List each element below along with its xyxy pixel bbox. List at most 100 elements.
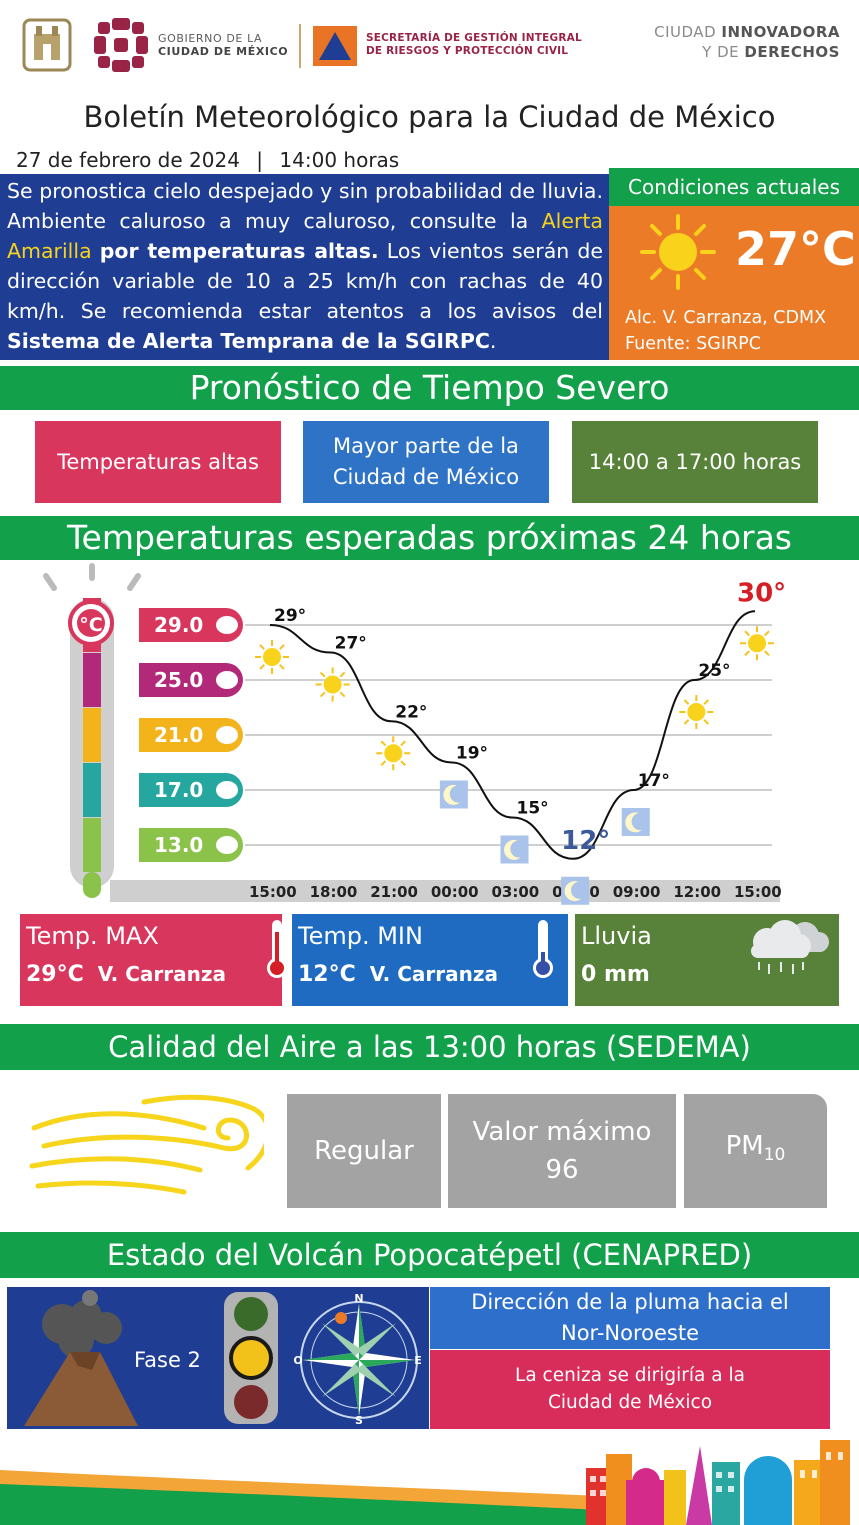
temperature-point-label: 17°: [638, 771, 670, 791]
sun-icon: [255, 640, 289, 674]
temp-min-place: V. Carranza: [369, 962, 498, 986]
severe-heading: Pronóstico de Tiempo Severo: [0, 366, 859, 410]
sun-icon: [740, 626, 774, 661]
thermometer-cold-icon: [533, 920, 553, 978]
plume-line1: Dirección de la pluma hacia el: [471, 1290, 789, 1314]
traffic-light-icon: [224, 1292, 278, 1424]
current-location: Alc. V. Carranza, CDMX: [625, 308, 827, 328]
scale-tags: 29.0 25.0 21.0 17.0 13.0: [137, 608, 243, 862]
temperature-point-label: 25°: [698, 661, 730, 681]
temp-max-place: V. Carranza: [97, 962, 226, 986]
temperature-point-label: 30°: [737, 578, 786, 608]
current-source: Fuente: SGIRPC: [625, 334, 761, 354]
x-tick-label: 00:00: [431, 883, 479, 901]
air-quality-value: Regular: [314, 1136, 414, 1166]
bulletin-date: 27 de febrero de 2024: [16, 148, 240, 172]
x-tick-label: 15:00: [249, 883, 297, 901]
rain-label: Lluvia: [581, 922, 652, 950]
compass-s: S: [355, 1414, 363, 1426]
city-buildings-icon: [586, 1440, 850, 1525]
wind-icon: [29, 1094, 264, 1195]
scale-tag: [138, 608, 243, 642]
temps-heading: Temperaturas esperadas próximas 24 horas: [0, 516, 859, 560]
celsius-badge-fill: [77, 609, 105, 637]
moon-icon: [439, 780, 468, 809]
civil-protection-logo-icon: [313, 26, 357, 66]
air-quality-box: Regular: [287, 1094, 441, 1208]
temperature-point-labels: 29° 27° 22° 19° 15° 12° 17° 25° 30°: [274, 578, 786, 856]
severe-phenomenon-box: Temperaturas altas: [35, 421, 281, 503]
header-logos: GOBIERNO DE LA CIUDAD DE MÉXICO SECRETAR…: [0, 0, 859, 90]
temp-max-label: Temp. MAX: [26, 922, 159, 950]
scale-tag-hole: [216, 726, 238, 744]
scale-tag: [138, 663, 243, 697]
temperature-point-label: 29°: [274, 606, 306, 626]
forecast-bold1: por temperaturas altas.: [99, 239, 379, 263]
x-axis-labels: 15:0018:0021:0000:0003:0006:0009:0012:00…: [249, 883, 782, 901]
dateline: 27 de febrero de 2024 | 14:00 horas: [16, 148, 399, 172]
air-pollutant: PM: [725, 1131, 764, 1162]
slogan-part-b: INNOVADORA: [721, 23, 840, 41]
moon-icon: [561, 876, 590, 905]
severe-phenomenon: Temperaturas altas: [57, 449, 259, 474]
severe-period-box: 14:00 a 17:00 horas: [572, 421, 818, 503]
temp-max-value-block: 29°C V. Carranza: [26, 962, 226, 987]
temperature-point-label: 12°: [561, 826, 610, 856]
thermometer-segment: [83, 818, 101, 872]
bulletin-time: 14:00 horas: [279, 148, 400, 172]
plume-direction-box: Dirección de la pluma hacia el Nor-Noroe…: [430, 1287, 830, 1349]
plume-direction-marker: [335, 1312, 347, 1324]
forecast-part1: Se pronostica cielo despejado y sin prob…: [7, 179, 603, 233]
footer-skyline: [0, 1440, 850, 1525]
scale-tag-hole: [216, 616, 238, 634]
x-axis-bar: [110, 880, 780, 902]
volcano-icon: [24, 1290, 138, 1426]
temp-min-label: Temp. MIN: [298, 922, 423, 950]
temperature-point-label: 15°: [517, 799, 549, 819]
ash-line1: La ceniza se dirigiría a la: [515, 1365, 745, 1386]
sun-icon: [640, 214, 716, 290]
sun-icon: [315, 667, 350, 702]
x-tick-label: 15:00: [734, 883, 782, 901]
severe-area-line2: Ciudad de México: [332, 465, 520, 489]
scale-tag: [138, 718, 243, 752]
scale-label: 25.0: [154, 668, 203, 692]
severe-area-line1: Mayor parte de la: [333, 434, 519, 458]
temperature-chart: °C 29.0 25.0 21.0 17.0 13.0 15:00 18:00 21:00 0…: [43, 563, 786, 905]
moon-icon: [500, 835, 529, 864]
x-tick-label: 09:00: [613, 883, 661, 901]
grid-lines: [245, 624, 772, 846]
cdmx-logo-icon: [94, 18, 148, 72]
x-tick-label: 18:00: [310, 883, 358, 901]
thermometer-segment: [83, 763, 101, 817]
slogan-part-d: DERECHOS: [744, 43, 840, 61]
secretariat-line2: DE RIESGOS Y PROTECCIÓN CIVIL: [366, 45, 569, 57]
current-location-block: Alc. V. Carranza, CDMX Fuente: SGIRPC: [625, 305, 826, 357]
forecast-text: Se pronostica cielo despejado y sin prob…: [0, 174, 609, 360]
compass-o: O: [293, 1354, 302, 1367]
air-heading: Calidad del Aire a las 13:00 horas (SEDE…: [0, 1024, 859, 1070]
forecast-part4: .: [489, 329, 497, 353]
x-tick-label: 12:00: [673, 883, 721, 901]
alert-link: Alerta Amarilla: [7, 209, 603, 263]
temperature-point-label: 27°: [335, 634, 367, 654]
thermometer-segment: [83, 653, 101, 707]
scale-label: 29.0: [154, 613, 203, 637]
thermometer-bulb: [83, 872, 101, 898]
air-max-value: 96: [545, 1155, 579, 1185]
x-tick-label: 21:00: [370, 883, 418, 901]
temperature-line: [269, 610, 756, 860]
sun-icon: [376, 736, 411, 771]
gov-name-line2: CIUDAD DE MÉXICO: [158, 45, 289, 58]
rain-value: 0 mm: [581, 962, 650, 987]
weather-icons: [255, 626, 774, 905]
scale-tag: [138, 828, 243, 862]
date-separator: |: [256, 148, 264, 172]
severe-area-box: Mayor parte de la Ciudad de México: [303, 421, 549, 503]
scale-label: 21.0: [154, 723, 203, 747]
scale-tag-hole: [216, 836, 238, 854]
secretariat-name: SECRETARÍA DE GESTIÓN INTEGRAL DE RIESGO…: [366, 32, 582, 58]
gov-name: GOBIERNO DE LA CIUDAD DE MÉXICO: [158, 32, 288, 58]
ash-line2: Ciudad de México: [547, 1392, 713, 1413]
slogan: CIUDAD INNOVADORA Y DE DERECHOS: [600, 22, 840, 62]
